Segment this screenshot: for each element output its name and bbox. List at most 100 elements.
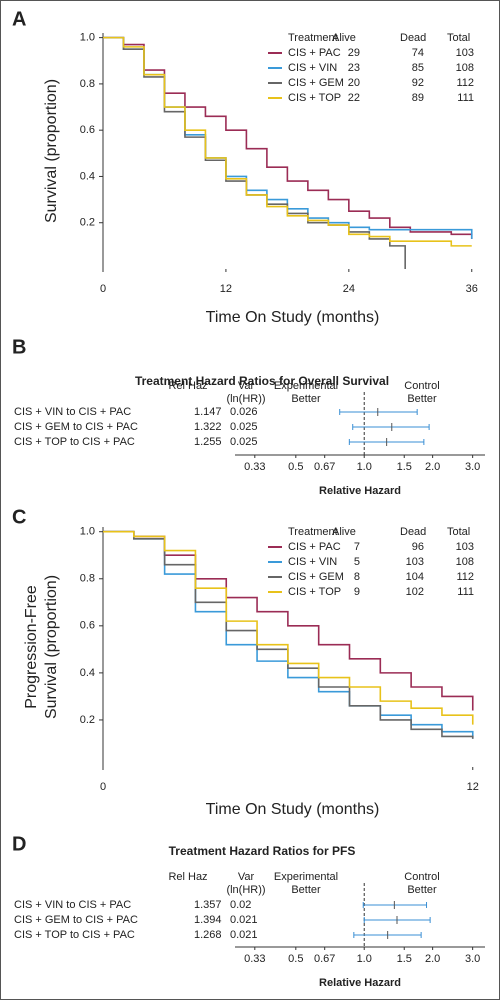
legend-total: 111 [457, 586, 474, 598]
y-tick-label: 1.0 [80, 526, 95, 538]
column-header: Experimental [274, 380, 338, 392]
y-tick-label: 0.6 [80, 620, 95, 632]
legend-label: CIS + GEM [288, 571, 344, 583]
column-header: Rel Haz [168, 871, 207, 883]
x-tick-label: 1.0 [357, 461, 372, 473]
legend-alive: 23 [348, 62, 360, 74]
legend-label: CIS + PAC [288, 47, 341, 59]
column-header: Better [407, 884, 437, 896]
variance: 0.025 [230, 436, 258, 448]
x-tick-label: 0.33 [244, 953, 265, 965]
column-header: (ln(HR)) [226, 393, 265, 405]
legend-label: CIS + GEM [288, 77, 344, 89]
column-header: Better [407, 393, 437, 405]
hazard-ratio: 1.268 [194, 929, 222, 941]
legend-total: 103 [456, 47, 474, 59]
panel-letter: C [12, 506, 26, 528]
variance: 0.021 [230, 914, 258, 926]
legend-total: 108 [456, 62, 474, 74]
hazard-ratio: 1.394 [194, 914, 222, 926]
column-header: Var [238, 871, 255, 883]
x-tick-label: 1.5 [397, 953, 412, 965]
x-axis-label: Relative Hazard [319, 485, 401, 497]
variance: 0.02 [230, 899, 251, 911]
column-header: Control [404, 380, 439, 392]
column-header: Var [238, 380, 255, 392]
legend-dead: 102 [406, 586, 424, 598]
legend-label: CIS + TOP [288, 586, 341, 598]
y-tick-label: 0.4 [80, 667, 95, 679]
y-tick-label: 0.2 [80, 714, 95, 726]
x-tick-label: 2.0 [425, 953, 440, 965]
column-header: Experimental [274, 871, 338, 883]
x-axis-label: Relative Hazard [319, 977, 401, 989]
legend-header: Total [447, 32, 470, 44]
legend-header: Treatment [288, 32, 338, 44]
legend-dead: 103 [406, 556, 424, 568]
column-header: Rel Haz [168, 380, 207, 392]
panel-letter: D [12, 833, 26, 855]
row-label: CIS + TOP to CIS + PAC [14, 436, 135, 448]
x-axis-label: Time On Study (months) [206, 309, 380, 326]
variance: 0.025 [230, 421, 258, 433]
y-axis-label: Progression-Free [23, 585, 40, 709]
row-label: CIS + GEM to CIS + PAC [14, 421, 138, 433]
forest-title: Treatment Hazard Ratios for PFS [169, 844, 356, 858]
variance: 0.026 [230, 406, 258, 418]
x-tick-label: 1.0 [357, 953, 372, 965]
column-header: Better [291, 884, 321, 896]
legend-dead: 89 [412, 92, 424, 104]
hazard-ratio: 1.322 [194, 421, 222, 433]
legend-label: CIS + TOP [288, 92, 341, 104]
legend-total: 103 [456, 541, 474, 553]
legend-header: Dead [400, 32, 426, 44]
legend-header: Total [447, 526, 470, 538]
x-axis-label: Time On Study (months) [206, 801, 380, 818]
y-tick-label: 0.6 [80, 124, 95, 136]
row-label: CIS + VIN to CIS + PAC [14, 899, 131, 911]
x-tick-label: 0.5 [288, 953, 303, 965]
column-header: Better [291, 393, 321, 405]
legend-total: 112 [456, 571, 474, 583]
column-header: (ln(HR)) [226, 884, 265, 896]
y-tick-label: 0.4 [80, 170, 95, 182]
y-tick-label: 0.8 [80, 78, 95, 90]
x-tick-label: 3.0 [465, 461, 480, 473]
panel-letter: B [12, 336, 26, 358]
legend-header: Dead [400, 526, 426, 538]
hazard-ratio: 1.357 [194, 899, 222, 911]
legend-total: 108 [456, 556, 474, 568]
legend-dead: 74 [412, 47, 424, 59]
x-tick-label: 0 [100, 781, 106, 793]
x-tick-label: 0 [100, 283, 106, 295]
legend-dead: 92 [412, 77, 424, 89]
legend-label: CIS + PAC [288, 541, 341, 553]
x-tick-label: 12 [467, 781, 479, 793]
forest-title: Treatment Hazard Ratios for Overall Surv… [135, 374, 389, 388]
legend-total: 111 [457, 92, 474, 104]
x-tick-label: 0.33 [244, 461, 265, 473]
x-tick-label: 0.5 [288, 461, 303, 473]
hazard-ratio: 1.255 [194, 436, 222, 448]
x-tick-label: 1.5 [397, 461, 412, 473]
survival-curve [103, 530, 474, 739]
variance: 0.021 [230, 929, 258, 941]
x-tick-label: 12 [220, 283, 232, 295]
legend-header: Treatment [288, 526, 338, 538]
x-tick-label: 36 [466, 283, 478, 295]
legend-alive: 7 [354, 541, 360, 553]
row-label: CIS + VIN to CIS + PAC [14, 406, 131, 418]
legend-header: Alive [332, 32, 356, 44]
row-label: CIS + TOP to CIS + PAC [14, 929, 135, 941]
y-tick-label: 0.2 [80, 217, 95, 229]
x-tick-label: 3.0 [465, 953, 480, 965]
x-tick-label: 0.67 [314, 953, 335, 965]
legend-label: CIS + VIN [288, 556, 337, 568]
legend-total: 112 [456, 77, 474, 89]
column-header: Control [404, 871, 439, 883]
y-axis-label: Survival (proportion) [43, 79, 60, 223]
x-tick-label: 2.0 [425, 461, 440, 473]
survival-curve [103, 530, 474, 725]
